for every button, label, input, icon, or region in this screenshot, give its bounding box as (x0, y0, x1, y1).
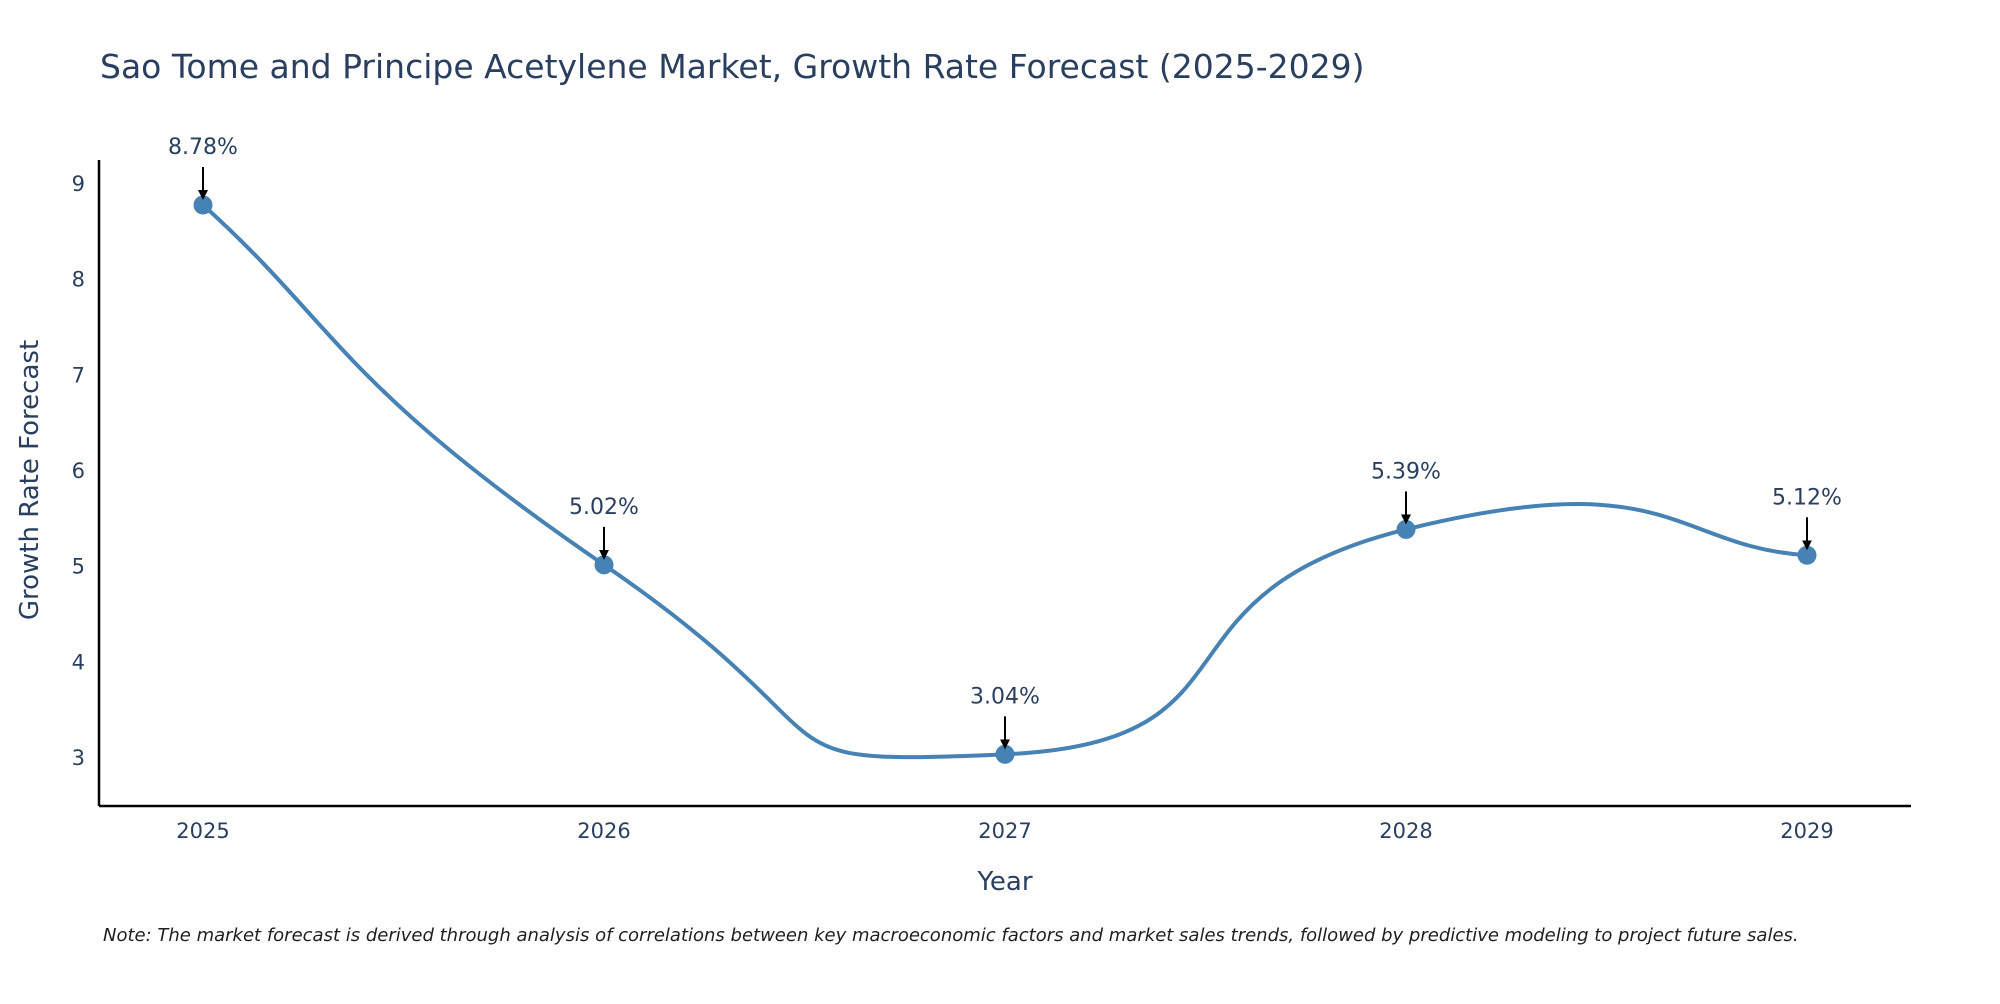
data-label-text: 5.39% (1371, 459, 1441, 484)
y-tick-label: 4 (72, 650, 85, 674)
growth-rate-series (193, 195, 1817, 764)
x-axis-title: Year (976, 867, 1032, 897)
data-point-marker (594, 555, 614, 575)
x-axis: 2025 2026 2027 2028 2029 (99, 804, 1911, 843)
data-label-text: 3.04% (970, 684, 1040, 709)
data-point-marker (193, 195, 213, 215)
y-tick-label: 6 (72, 459, 85, 483)
data-point-marker (1396, 519, 1416, 539)
y-tick-label: 5 (72, 555, 85, 579)
x-tick-label: 2028 (1379, 819, 1432, 843)
y-tick-label: 8 (72, 268, 85, 292)
y-axis-title: Growth Rate Forecast (15, 340, 45, 620)
x-tick-label: 2025 (176, 819, 229, 843)
data-point-marker (995, 744, 1015, 764)
x-tick-label: 2029 (1780, 819, 1833, 843)
y-tick-label: 3 (72, 746, 85, 770)
y-axis: 3 4 5 6 7 8 9 (72, 160, 101, 806)
data-labels: 8.78% 5.02% 3.04% 5.39% 5.12% (168, 135, 1842, 750)
series-line (201, 202, 1809, 760)
data-label-text: 8.78% (168, 135, 238, 160)
chart-note: Note: The market forecast is derived thr… (103, 925, 1799, 946)
y-tick-label: 7 (72, 363, 85, 387)
y-tick-label: 9 (72, 172, 85, 196)
data-label-text: 5.12% (1772, 485, 1842, 510)
chart-title: Sao Tome and Principe Acetylene Market, … (100, 47, 1364, 86)
x-tick-label: 2026 (577, 819, 630, 843)
x-tick-label: 2027 (978, 819, 1031, 843)
data-point-marker (1797, 545, 1817, 565)
data-label-text: 5.02% (569, 495, 639, 520)
